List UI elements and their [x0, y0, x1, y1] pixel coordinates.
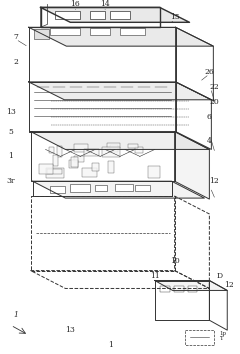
Bar	[84, 149, 99, 156]
Text: 1: 1	[108, 341, 113, 349]
Bar	[115, 184, 133, 191]
Bar	[108, 143, 120, 148]
Bar	[39, 164, 53, 174]
Bar	[110, 11, 130, 19]
Bar	[174, 286, 184, 292]
Bar	[57, 146, 62, 157]
Text: 16: 16	[70, 0, 80, 8]
Polygon shape	[29, 27, 213, 46]
Text: 1p: 1p	[219, 331, 226, 336]
Text: 5: 5	[8, 127, 13, 136]
Text: 1: 1	[8, 152, 13, 160]
Bar	[187, 286, 198, 292]
Text: T: T	[219, 336, 223, 341]
Text: 11: 11	[150, 272, 160, 280]
Bar	[70, 184, 90, 192]
Bar	[82, 168, 96, 177]
Text: 20: 20	[210, 98, 219, 106]
Bar	[46, 168, 64, 178]
Polygon shape	[175, 132, 209, 199]
Text: 3r: 3r	[6, 177, 15, 185]
Bar	[90, 11, 105, 19]
Text: 1: 1	[13, 311, 18, 319]
Text: D: D	[216, 272, 222, 280]
Text: 4: 4	[207, 137, 212, 145]
Bar	[53, 155, 58, 166]
Text: 13: 13	[6, 108, 16, 116]
Text: 6: 6	[207, 113, 212, 121]
Bar	[47, 169, 62, 175]
Text: 14: 14	[100, 0, 110, 8]
Text: 15: 15	[170, 13, 180, 21]
Bar	[108, 161, 114, 173]
Bar	[91, 163, 99, 171]
Bar	[34, 29, 48, 39]
Bar	[90, 28, 110, 35]
Bar	[69, 160, 78, 168]
Text: 13: 13	[66, 326, 75, 334]
Bar	[160, 286, 170, 292]
Bar	[135, 147, 143, 153]
Text: 10: 10	[170, 257, 180, 265]
Bar	[110, 145, 118, 152]
Bar	[95, 185, 107, 191]
Polygon shape	[33, 181, 204, 198]
Bar	[71, 156, 78, 167]
Text: 12: 12	[224, 281, 234, 290]
Polygon shape	[29, 82, 211, 100]
Bar	[135, 185, 150, 191]
Bar	[50, 186, 65, 193]
Text: 22: 22	[210, 83, 219, 91]
Bar	[102, 147, 120, 157]
Bar	[128, 143, 138, 148]
Bar	[120, 28, 145, 35]
Polygon shape	[155, 280, 227, 290]
Polygon shape	[41, 7, 190, 22]
Bar	[49, 147, 54, 154]
Bar	[50, 28, 80, 35]
Bar	[55, 11, 80, 19]
Text: 2: 2	[13, 58, 18, 66]
Text: 12: 12	[210, 177, 219, 185]
Polygon shape	[31, 132, 209, 149]
Bar	[74, 156, 84, 162]
Bar	[74, 144, 88, 152]
Bar	[148, 166, 160, 178]
Text: 26: 26	[204, 68, 214, 76]
Text: 7: 7	[13, 33, 18, 41]
